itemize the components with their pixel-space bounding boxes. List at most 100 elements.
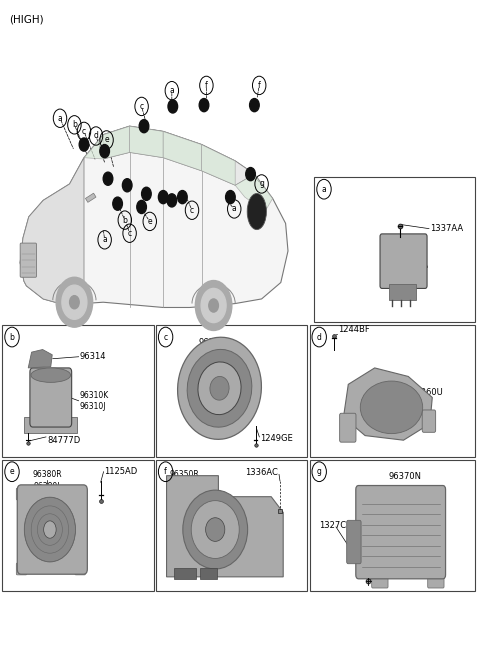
Polygon shape: [202, 145, 235, 185]
Ellipse shape: [31, 368, 71, 382]
Circle shape: [100, 145, 109, 158]
Text: c: c: [140, 102, 144, 111]
Text: 1244BF: 1244BF: [338, 325, 370, 334]
Polygon shape: [130, 126, 163, 158]
Text: g: g: [317, 467, 322, 476]
Ellipse shape: [205, 518, 225, 541]
Text: 96330E: 96330E: [199, 338, 231, 348]
Text: f: f: [258, 81, 261, 90]
Text: 96370N: 96370N: [389, 472, 422, 481]
Circle shape: [178, 191, 187, 204]
FancyBboxPatch shape: [347, 520, 361, 564]
Polygon shape: [20, 126, 288, 307]
Circle shape: [62, 285, 87, 319]
Circle shape: [158, 191, 168, 204]
FancyBboxPatch shape: [340, 413, 356, 442]
Text: 96314: 96314: [80, 352, 106, 361]
Polygon shape: [167, 476, 283, 577]
Text: (HIGH): (HIGH): [9, 14, 43, 24]
Circle shape: [79, 138, 89, 151]
Bar: [310, 460, 475, 591]
FancyBboxPatch shape: [428, 571, 444, 588]
Text: c: c: [164, 332, 168, 342]
Bar: [156, 460, 307, 591]
Circle shape: [250, 99, 259, 112]
Circle shape: [103, 172, 113, 185]
Text: f: f: [205, 81, 208, 90]
Bar: [200, 568, 217, 579]
Text: c: c: [190, 206, 194, 215]
Bar: [389, 284, 416, 300]
FancyBboxPatch shape: [356, 486, 445, 579]
Text: 1336AC: 1336AC: [245, 468, 277, 477]
Ellipse shape: [360, 381, 423, 434]
FancyBboxPatch shape: [75, 563, 85, 575]
Text: a: a: [169, 86, 174, 95]
Circle shape: [139, 120, 149, 133]
Text: a: a: [232, 204, 237, 214]
Circle shape: [113, 197, 122, 210]
Circle shape: [246, 168, 255, 181]
FancyBboxPatch shape: [20, 243, 36, 277]
Circle shape: [142, 187, 151, 200]
Polygon shape: [28, 350, 52, 368]
FancyBboxPatch shape: [16, 488, 27, 500]
Ellipse shape: [210, 376, 229, 400]
Text: 1337AA: 1337AA: [430, 224, 463, 233]
Text: f: f: [164, 467, 167, 476]
FancyBboxPatch shape: [380, 234, 427, 288]
Text: e: e: [104, 135, 109, 145]
Ellipse shape: [24, 497, 75, 562]
FancyBboxPatch shape: [17, 485, 87, 574]
Text: 96398: 96398: [392, 265, 418, 274]
Text: d: d: [317, 332, 322, 342]
Text: b: b: [72, 120, 77, 129]
Circle shape: [167, 194, 177, 207]
Text: 84777D: 84777D: [47, 436, 80, 445]
Bar: [310, 325, 475, 457]
Polygon shape: [103, 126, 254, 185]
Text: 96310K
96310J: 96310K 96310J: [80, 391, 109, 411]
Bar: [174, 568, 196, 579]
Polygon shape: [84, 126, 130, 159]
Bar: [2, 460, 154, 591]
Circle shape: [195, 281, 232, 330]
Polygon shape: [235, 174, 273, 212]
Text: e: e: [147, 217, 152, 226]
Bar: [314, 177, 475, 322]
Polygon shape: [20, 158, 84, 304]
Text: a: a: [58, 114, 62, 123]
Circle shape: [199, 99, 209, 112]
Text: 96360U: 96360U: [411, 388, 444, 397]
Circle shape: [70, 296, 79, 309]
Circle shape: [168, 100, 178, 113]
Circle shape: [137, 200, 146, 214]
Bar: [156, 325, 307, 457]
Ellipse shape: [191, 501, 239, 558]
Text: c: c: [82, 127, 86, 136]
Text: c: c: [128, 229, 132, 238]
Text: b: b: [10, 332, 14, 342]
Circle shape: [56, 277, 93, 327]
Text: 96350R
96350L: 96350R 96350L: [169, 470, 199, 491]
Ellipse shape: [247, 193, 266, 230]
Text: a: a: [102, 235, 107, 244]
Circle shape: [226, 191, 235, 204]
Text: 1249GE: 1249GE: [260, 434, 293, 443]
Text: 1327CB: 1327CB: [319, 521, 352, 530]
FancyBboxPatch shape: [30, 368, 72, 427]
Circle shape: [122, 179, 132, 192]
Text: 96380R
96380L: 96380R 96380L: [33, 470, 62, 491]
Text: 1125AD: 1125AD: [105, 467, 138, 476]
Circle shape: [201, 288, 226, 323]
Text: g: g: [259, 179, 264, 189]
Polygon shape: [85, 193, 96, 202]
FancyBboxPatch shape: [16, 563, 27, 575]
Text: e: e: [10, 467, 14, 476]
FancyBboxPatch shape: [422, 410, 436, 432]
Ellipse shape: [183, 490, 248, 569]
Text: b: b: [122, 215, 127, 225]
Ellipse shape: [198, 362, 241, 415]
Circle shape: [209, 299, 218, 312]
Ellipse shape: [187, 350, 252, 427]
